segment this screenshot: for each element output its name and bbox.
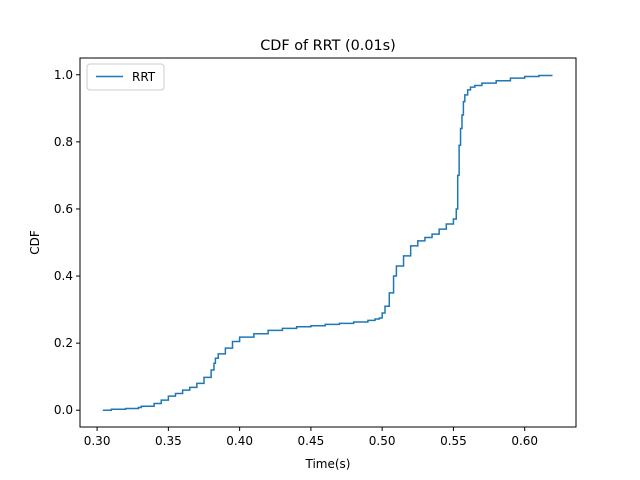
y-tick-label: 1.0 (54, 68, 73, 82)
legend: RRT (86, 63, 165, 91)
x-tick-label: 0.60 (511, 434, 538, 448)
y-tick-label: 0.8 (54, 135, 73, 149)
series-layer (102, 74, 553, 411)
x-tick-label: 0.45 (298, 434, 325, 448)
x-tick-label: 0.40 (226, 434, 253, 448)
plot-frame (79, 57, 577, 428)
series-line-rrt (102, 74, 553, 411)
x-axis-label: Time(s) (305, 457, 351, 471)
y-tick-label: 0.6 (54, 202, 73, 216)
legend-label-rrt: RRT (132, 70, 156, 84)
y-tick-label: 0.2 (54, 336, 73, 350)
y-tick-label: 0.0 (54, 403, 73, 417)
x-axis: 0.30 0.35 0.40 0.45 0.50 0.55 0.60 (84, 427, 538, 448)
legend-box (86, 63, 165, 91)
y-axis: 0.0 0.2 0.4 0.6 0.8 1.0 (54, 68, 80, 417)
x-tick-label: 0.30 (84, 434, 111, 448)
y-tick-label: 0.4 (54, 269, 73, 283)
y-axis-label: CDF (28, 230, 42, 255)
chart-title: CDF of RRT (0.01s) (260, 38, 396, 54)
x-tick-label: 0.55 (440, 434, 467, 448)
x-tick-label: 0.50 (369, 434, 396, 448)
x-tick-label: 0.35 (155, 434, 182, 448)
